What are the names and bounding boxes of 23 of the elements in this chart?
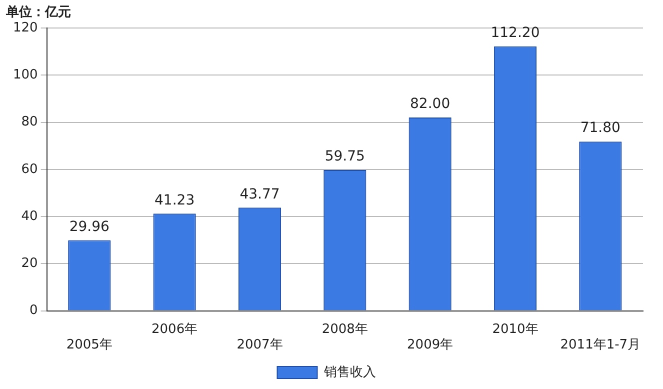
text: 82.00	[410, 96, 450, 112]
y-tick-label: 120	[12, 20, 38, 36]
text: 112.20	[490, 25, 540, 42]
y-tick-label: 60	[21, 162, 38, 177]
text: 41.23	[154, 192, 195, 208]
text: 43.77	[240, 186, 280, 202]
x-tick-label: 2008年	[322, 322, 368, 337]
x-tick-label: 2011年1-7月	[560, 338, 641, 353]
y-tick-label: 20	[21, 256, 38, 272]
y-tick-label: 0	[30, 303, 38, 318]
text: 59.75	[324, 148, 365, 165]
x-tick-label: 2006年	[152, 322, 198, 337]
legend-label: 销售收入	[322, 364, 376, 380]
x-tick-label: 2010年	[492, 322, 538, 337]
y-tick-label: 40	[21, 208, 38, 224]
x-tick-label: 2009年	[407, 338, 454, 353]
y-tick-label: 100	[12, 68, 38, 83]
x-tick-label: 2007年	[236, 338, 283, 353]
text: 71.80	[580, 120, 620, 136]
y-axis-title: 单位：亿元	[5, 4, 71, 20]
y-tick-label: 80	[21, 114, 38, 130]
x-tick-label: 2005年	[66, 338, 112, 353]
text: 29.96	[69, 218, 110, 235]
